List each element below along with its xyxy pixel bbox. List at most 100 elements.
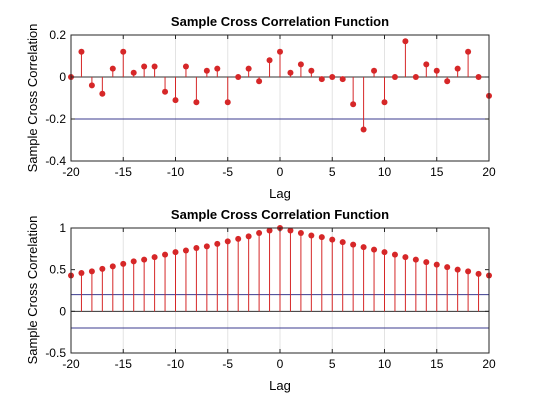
top-stem-marker (465, 48, 472, 55)
bottom-stem-marker (141, 256, 148, 263)
top-stem-marker (224, 99, 231, 106)
top-stem-marker (120, 48, 127, 55)
bottom-x-tick-label: 20 (482, 357, 496, 371)
bottom-stem-marker (287, 227, 294, 234)
top-y-tick-label: 0.2 (49, 28, 66, 42)
top-stem-marker (235, 74, 242, 80)
bottom-x-tick-label: 15 (430, 357, 444, 371)
top-stem-marker (141, 63, 148, 70)
bottom-stem-marker (433, 261, 440, 268)
top-stem-marker (287, 69, 294, 76)
top-stem-marker (412, 74, 419, 80)
bottom-chart: Sample Cross Correlation Function -20 -15… (25, 207, 496, 393)
bottom-stem-marker (151, 254, 158, 261)
top-x-tick-label: -20 (62, 165, 80, 179)
top-stem-marker (151, 63, 158, 70)
top-stem-marker (109, 65, 116, 72)
top-stem-marker (475, 74, 482, 80)
bottom-stem-marker (256, 230, 263, 236)
bottom-stem-marker (162, 251, 169, 258)
top-stem-marker (193, 99, 200, 106)
top-stem-marker (318, 76, 325, 83)
top-stem-marker (277, 48, 283, 55)
top-x-axis-label: Lag (269, 186, 291, 201)
top-y-tick-label: -0.2 (45, 112, 66, 126)
top-stem-marker (454, 65, 461, 72)
bottom-stem-marker (402, 254, 409, 261)
bottom-stem-marker (99, 265, 106, 272)
top-chart: Sample Cross Correlation Function -20 -15… (25, 14, 496, 201)
top-x-tick-label: 20 (482, 165, 496, 179)
bottom-stem-marker (391, 251, 398, 258)
bottom-stem-marker (308, 232, 315, 239)
bottom-stem-marker (235, 235, 242, 242)
bottom-plot-area: -20 -15 -10 -5 0 5 10 15 20 -0.5 0 0.5 1 (45, 221, 496, 371)
bottom-stem-marker (172, 249, 179, 256)
bottom-stem-marker (88, 268, 95, 275)
top-stem-marker (350, 101, 357, 108)
top-stem-marker (182, 63, 189, 70)
top-stem-marker (256, 78, 263, 85)
bottom-y-tick-label: 0 (59, 304, 66, 318)
bottom-stem-marker (381, 249, 388, 256)
top-y-tick-label: -0.4 (45, 154, 66, 168)
top-stem-marker (78, 48, 85, 55)
bottom-stem-marker (109, 263, 116, 270)
top-chart-title: Sample Cross Correlation Function (171, 14, 389, 29)
bottom-x-tick-label: 10 (378, 357, 392, 371)
top-stem-marker (381, 99, 388, 106)
top-stem-marker (444, 78, 451, 85)
top-stem-marker (214, 65, 221, 72)
top-stem-marker (391, 74, 398, 80)
bottom-stem-marker (203, 243, 210, 250)
bottom-stem-marker (297, 230, 304, 236)
top-stem-marker (266, 57, 273, 64)
bottom-x-tick-label: 0 (277, 357, 284, 371)
bottom-stem-marker (318, 234, 325, 241)
top-stem-marker (99, 90, 106, 97)
bottom-stem-marker (266, 227, 273, 234)
bottom-stem-marker (412, 256, 419, 263)
top-stem-marker (130, 69, 137, 76)
bottom-stem-marker (329, 236, 336, 243)
top-x-tick-label: 10 (378, 165, 392, 179)
top-stem-marker (371, 67, 378, 74)
bottom-stem-marker (360, 244, 367, 251)
top-stem-marker (245, 65, 252, 72)
top-stem-marker (172, 97, 179, 104)
top-stem-marker (423, 61, 430, 68)
bottom-stem-marker (475, 270, 482, 277)
top-plot-area: -20 -15 -10 -5 0 5 10 15 20 -0.4 -0.2 0 0.2 (45, 28, 496, 179)
top-stem-marker (88, 82, 95, 89)
bottom-x-tick-label: 5 (329, 357, 336, 371)
top-stem-marker (162, 88, 169, 95)
bottom-stem-marker (182, 247, 189, 254)
top-stem-marker (297, 61, 304, 68)
bottom-stem-marker (339, 239, 346, 246)
top-x-tick-label: -10 (167, 165, 185, 179)
bottom-stem-marker (423, 259, 430, 266)
top-y-axis-label: Sample Cross Correlation (25, 24, 40, 173)
top-stem-marker (329, 74, 336, 80)
top-stem-marker (402, 38, 409, 45)
bottom-x-axis-label: Lag (269, 378, 291, 393)
top-stem-marker (203, 67, 210, 74)
bottom-chart-title: Sample Cross Correlation Function (171, 207, 389, 222)
bottom-x-tick-label: -10 (167, 357, 185, 371)
top-stem-marker (360, 126, 367, 133)
top-x-tick-label: 15 (430, 165, 444, 179)
bottom-stem-marker (465, 268, 472, 275)
top-stem-marker (308, 67, 315, 74)
top-x-tick-label: 5 (329, 165, 336, 179)
bottom-stem-marker (120, 260, 127, 267)
bottom-stem-marker (214, 240, 221, 247)
top-stem-marker (339, 76, 346, 83)
bottom-y-axis-label: Sample Cross Correlation (25, 216, 40, 365)
bottom-stem-marker (224, 238, 231, 245)
bottom-stem-marker (130, 258, 137, 265)
bottom-stem-marker (454, 266, 461, 273)
top-x-tick-label: 0 (277, 165, 284, 179)
bottom-y-tick-label: -0.5 (45, 346, 66, 360)
bottom-y-tick-label: 1 (59, 221, 66, 235)
